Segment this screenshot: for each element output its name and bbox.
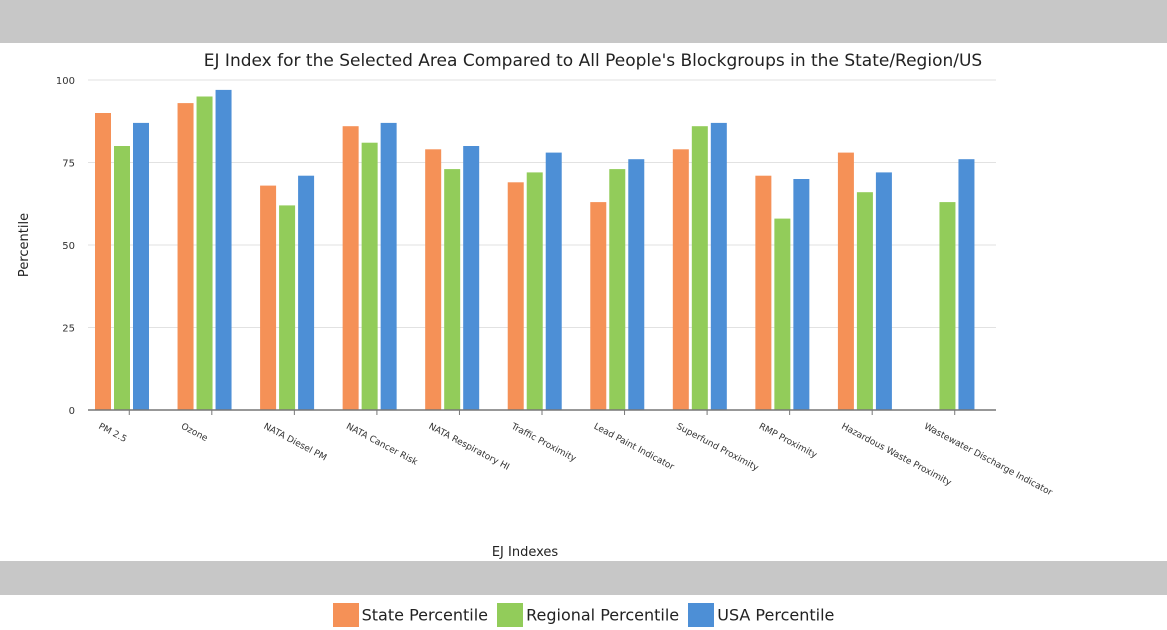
legend-item-state[interactable]: State Percentile [332, 603, 488, 627]
x-tick-label: NATA Diesel PM [262, 422, 328, 464]
x-tick-label: NATA Respiratory HI [427, 422, 511, 473]
legend-label-state: State Percentile [361, 605, 488, 625]
bar-state-percentile [425, 149, 442, 411]
bar-regional-percentile [856, 192, 873, 410]
x-tick-label: RMP Proximity [757, 422, 819, 461]
bar-usa-percentile [875, 172, 892, 410]
bar-regional-percentile [361, 142, 378, 410]
bar-regional-percentile [196, 96, 213, 410]
bar-regional-percentile [939, 202, 956, 410]
chart-legend: State Percentile Regional Percentile USA… [0, 603, 1167, 627]
x-axis-label: EJ Indexes [492, 545, 559, 560]
bar-usa-percentile [133, 122, 149, 411]
legend-swatch-regional [497, 603, 524, 627]
bar-regional-percentile [609, 169, 626, 410]
bar-usa-percentile [380, 122, 397, 411]
y-tick-label: 100 [56, 76, 75, 87]
top-toolbar-band [0, 0, 1167, 43]
bar-regional-percentile [279, 205, 296, 410]
legend-item-usa[interactable]: USA Percentile [688, 603, 834, 627]
bar-usa-percentile [628, 159, 645, 410]
x-tick-label: Traffic Proximity [508, 421, 578, 464]
bar-usa-percentile [958, 159, 975, 410]
x-tick-label: Ozone [179, 422, 209, 444]
bar-regional-percentile [444, 169, 461, 410]
bar-state-percentile [177, 103, 194, 410]
bottom-band [0, 561, 1167, 595]
x-tick-label: Lead Paint Indicator [592, 422, 676, 473]
chart-title: EJ Index for the Selected Area Compared … [204, 51, 982, 71]
bar-state-percentile [755, 175, 772, 410]
x-tick-label: Superfund Proximity [674, 422, 760, 474]
bar-state-percentile [507, 182, 524, 410]
bar-regional-percentile [774, 218, 791, 410]
bar-usa-percentile [298, 175, 315, 410]
y-tick-label: 25 [62, 324, 75, 335]
legend-item-regional[interactable]: Regional Percentile [497, 603, 679, 627]
y-axis-label: Percentile [17, 213, 32, 277]
bar-state-percentile [260, 185, 277, 410]
legend-swatch-usa [688, 603, 715, 627]
bar-state-percentile [837, 152, 854, 410]
bar-chart: EJ Index for the Selected Area Compared … [17, 51, 1054, 560]
bar-usa-percentile [793, 179, 810, 410]
x-tick-label: NATA Cancer Risk [344, 422, 419, 468]
y-tick-label: 0 [69, 406, 75, 417]
legend-label-regional: Regional Percentile [526, 605, 680, 625]
bar-state-percentile [342, 126, 359, 410]
bar-state-percentile [672, 149, 689, 411]
bar-state-percentile [590, 202, 607, 410]
bar-regional-percentile [691, 126, 708, 410]
y-tick-label: 50 [62, 241, 75, 252]
bar-regional-percentile [526, 172, 543, 410]
bar-usa-percentile [545, 152, 562, 410]
bar-usa-percentile [463, 146, 480, 410]
bar-usa-percentile [215, 89, 232, 411]
legend-label-usa: USA Percentile [717, 605, 835, 625]
x-tick-label: Wastewater Discharge Indicator [922, 422, 1054, 498]
bar-state-percentile [95, 113, 111, 410]
x-tick-label: PM 2.5 [97, 422, 129, 445]
y-tick-label: 75 [62, 159, 75, 170]
bar-regional-percentile [114, 146, 130, 410]
legend-swatch-state [332, 603, 359, 627]
bar-usa-percentile [710, 122, 727, 411]
